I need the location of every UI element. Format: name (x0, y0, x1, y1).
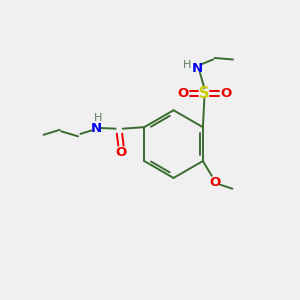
Text: O: O (220, 87, 231, 100)
Text: O: O (178, 87, 189, 100)
Text: S: S (199, 86, 210, 101)
Text: N: N (191, 62, 203, 75)
Text: O: O (210, 176, 221, 189)
Text: H: H (182, 60, 191, 70)
Text: O: O (115, 146, 126, 159)
Text: N: N (91, 122, 102, 135)
Text: H: H (94, 113, 102, 123)
